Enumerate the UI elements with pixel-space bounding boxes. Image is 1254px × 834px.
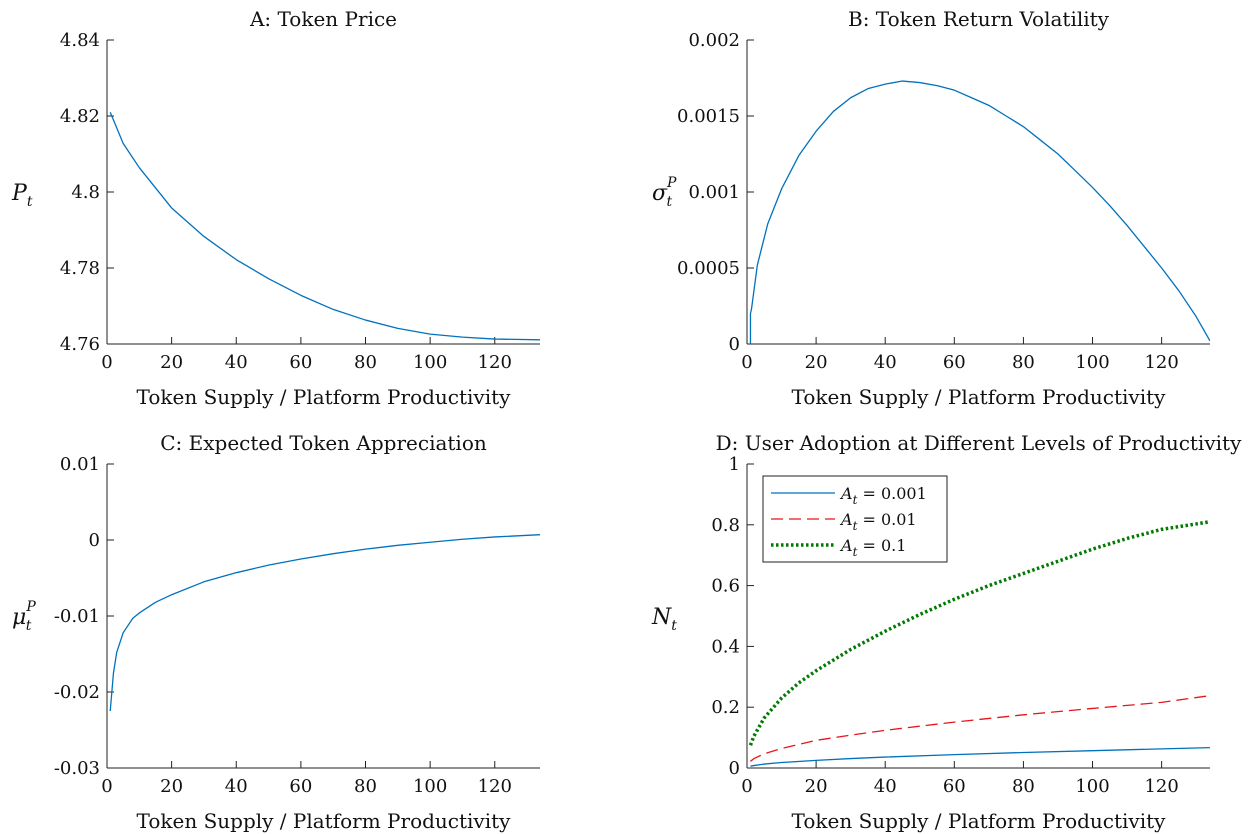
y-tick-label: 0.8 (711, 515, 740, 536)
y-tick-label: 0 (729, 758, 740, 779)
y-tick-label: 4.8 (71, 182, 100, 203)
x-tick-label: 40 (874, 352, 897, 373)
series-line-1 (749, 80, 1210, 344)
x-axis-label: Token Supply / Platform Productivity (137, 809, 512, 833)
x-tick-label: 60 (289, 352, 312, 373)
legend-entry: At = 0.1 (839, 536, 906, 559)
chart-title: C: Expected Token Appreciation (160, 431, 487, 455)
legend-entry: At = 0.001 (839, 484, 927, 507)
chart-title: A: Token Price (249, 7, 397, 31)
x-axis-label: Token Supply / Platform Productivity (792, 809, 1167, 833)
x-tick-label: 120 (1144, 352, 1178, 373)
x-tick-label: 80 (1012, 776, 1035, 797)
y-tick-label: 1 (729, 454, 740, 475)
x-tick-label: 60 (943, 776, 966, 797)
series-line-1 (750, 746, 1210, 767)
y-tick-label: -0.03 (54, 758, 100, 779)
x-tick-label: 80 (354, 776, 377, 797)
chart-title: D: User Adoption at Different Levels of … (716, 431, 1242, 455)
y-axis-label-symbol: P (11, 181, 28, 206)
legend-entry: At = 0.01 (839, 510, 917, 533)
x-tick-label: 0 (101, 776, 112, 797)
series-line-3 (748, 520, 1210, 746)
x-tick-label: 100 (413, 776, 447, 797)
series-line-2 (750, 695, 1210, 762)
chart-title: B: Token Return Volatility (848, 7, 1110, 31)
x-tick-label: 80 (1012, 352, 1035, 373)
panel-d-user-adoption: D: User Adoption at Different Levels of … (651, 431, 1242, 833)
panel-a-token-price: A: Token Price 0 20 40 60 80 100 120 4.76 4.78 4.8… (11, 7, 540, 409)
y-axis-label-superscript: P (666, 175, 677, 191)
y-axis-label-subscript: t (671, 618, 677, 634)
x-tick-label: 20 (160, 352, 183, 373)
x-tick-label: 100 (1075, 776, 1109, 797)
y-tick-label: 0.002 (688, 30, 740, 51)
y-tick-label: -0.01 (54, 606, 100, 627)
x-tick-label: 0 (741, 352, 752, 373)
y-tick-label: 0.001 (688, 182, 740, 203)
x-tick-label: 60 (943, 352, 966, 373)
y-axis-label-subscript: t (666, 194, 672, 210)
x-tick-label: 40 (874, 776, 897, 797)
x-tick-label: 120 (1144, 776, 1178, 797)
y-axis-label: Nt (651, 605, 677, 634)
y-tick-label: 0.2 (711, 697, 740, 718)
x-tick-label: 20 (805, 352, 828, 373)
y-tick-label: 4.76 (60, 334, 100, 355)
x-tick-label: 60 (289, 776, 312, 797)
x-tick-label: 100 (1075, 352, 1109, 373)
y-tick-label: 0.01 (60, 454, 100, 475)
x-tick-label: 40 (225, 352, 248, 373)
y-axis-label-symbol: σ (652, 181, 668, 206)
legend: At = 0.001 At = 0.01 At = 0.1 (762, 475, 948, 563)
y-axis-label: σP t (652, 175, 677, 210)
panel-c-expected-token-appreciation: C: Expected Token Appreciation 0 20 40 60 80 1… (12, 431, 540, 833)
series-line-1 (109, 111, 540, 341)
panel-b-token-return-volatility: B: Token Return Volatility 0 20 40 60 80 100 12… (652, 7, 1210, 409)
y-axis-label-symbol: μ (12, 605, 26, 630)
x-tick-label: 120 (478, 352, 512, 373)
y-axis-label-subscript: t (27, 194, 33, 210)
y-axis-label-subscript: t (26, 618, 32, 634)
y-tick-label: 4.82 (60, 106, 100, 127)
series-line-1 (109, 534, 540, 712)
x-tick-label: 100 (413, 352, 447, 373)
y-tick-label: 4.84 (60, 30, 100, 51)
x-tick-label: 40 (225, 776, 248, 797)
x-tick-label: 120 (478, 776, 512, 797)
y-tick-label: 4.78 (60, 258, 100, 279)
y-tick-label: 0.6 (711, 576, 740, 597)
x-tick-label: 80 (354, 352, 377, 373)
x-axis-label: Token Supply / Platform Productivity (137, 385, 512, 409)
y-tick-label: 0.0005 (677, 258, 740, 279)
x-tick-label: 0 (741, 776, 752, 797)
y-tick-label: 0.4 (711, 636, 740, 657)
y-axis-label-superscript: P (25, 599, 36, 615)
y-tick-label: 0 (729, 334, 740, 355)
y-axis-label-symbol: N (651, 605, 672, 630)
x-axis-label: Token Supply / Platform Productivity (792, 385, 1167, 409)
x-tick-label: 20 (160, 776, 183, 797)
x-tick-label: 0 (101, 352, 112, 373)
x-tick-label: 20 (805, 776, 828, 797)
y-tick-label: 0.0015 (677, 106, 740, 127)
y-axis-label: μP t (12, 599, 36, 634)
y-axis-label: Pt (11, 181, 33, 210)
y-tick-label: -0.02 (54, 682, 100, 703)
y-tick-label: 0 (89, 530, 100, 551)
